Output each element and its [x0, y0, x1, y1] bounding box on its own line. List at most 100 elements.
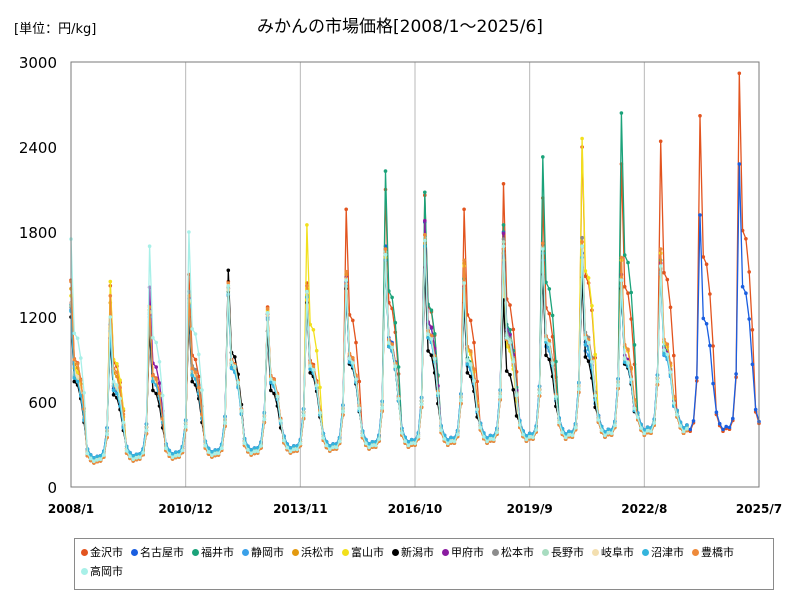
data-point [580, 244, 584, 248]
data-point [740, 284, 745, 289]
data-point [459, 398, 463, 403]
data-point [190, 327, 194, 331]
x-tick-label: 2016/10 [388, 502, 442, 516]
data-point [501, 240, 506, 244]
data-point [498, 394, 503, 399]
data-point [111, 393, 116, 397]
data-point [367, 445, 371, 450]
data-point [134, 452, 139, 457]
data-point [292, 447, 296, 452]
data-point [504, 369, 509, 373]
data-point [377, 437, 381, 441]
data-point [95, 458, 99, 462]
data-point [170, 455, 175, 460]
data-point [708, 343, 712, 348]
data-point [269, 377, 273, 381]
data-point [82, 391, 86, 395]
data-point [193, 357, 198, 362]
data-point [190, 379, 194, 384]
data-point [118, 396, 122, 401]
data-point [354, 340, 358, 345]
data-point [590, 304, 594, 308]
data-point [672, 353, 676, 358]
x-tick-label: 2008/1 [48, 502, 94, 516]
data-point [364, 441, 368, 446]
data-point [98, 454, 103, 458]
data-point [115, 383, 119, 387]
data-point [351, 361, 355, 365]
data-point [265, 311, 270, 315]
data-point [750, 328, 755, 332]
legend-item: 沼津市 [642, 543, 684, 562]
legend-label: 福井市 [201, 546, 234, 559]
data-point [586, 276, 591, 280]
legend-swatch [242, 549, 249, 556]
data-point [157, 391, 162, 396]
data-point [193, 332, 198, 336]
data-point [547, 339, 552, 343]
data-point [233, 355, 237, 359]
plot-frame [70, 61, 760, 488]
data-point [151, 379, 155, 384]
data-point [691, 419, 696, 423]
data-point [622, 360, 627, 365]
data-point [750, 362, 755, 367]
data-point [138, 455, 142, 460]
data-point [259, 444, 263, 448]
data-point [108, 294, 113, 298]
data-point [563, 432, 568, 436]
data-point [331, 442, 335, 446]
data-point [544, 353, 548, 358]
data-point [190, 366, 194, 371]
data-point [468, 318, 473, 323]
data-point [455, 432, 460, 437]
data-point [511, 388, 516, 392]
data-point [92, 459, 96, 464]
legend-label: 甲府市 [451, 546, 484, 559]
data-point [717, 421, 722, 426]
data-point [737, 71, 742, 76]
data-point [642, 431, 647, 436]
data-point [157, 360, 162, 364]
data-point [393, 364, 398, 369]
data-point [563, 435, 568, 440]
legend-item: 豊橋市 [692, 543, 734, 562]
legend-swatch [81, 549, 88, 556]
data-point [668, 305, 673, 310]
data-point [79, 378, 83, 383]
data-point [629, 377, 633, 382]
data-point [449, 439, 453, 444]
data-point [629, 365, 633, 370]
data-point [351, 318, 355, 323]
y-tick-label: 3000 [19, 54, 57, 72]
y-tick-label: 600 [28, 394, 57, 412]
data-point [138, 452, 142, 456]
data-point [308, 322, 313, 327]
data-point [678, 424, 683, 428]
data-point [265, 306, 270, 311]
data-point [347, 357, 352, 361]
data-point [449, 435, 453, 440]
data-point [111, 388, 116, 393]
data-point [351, 356, 355, 360]
data-point [167, 452, 172, 457]
data-point [442, 437, 447, 441]
data-point [593, 393, 597, 398]
data-point [75, 336, 80, 341]
data-point [606, 431, 611, 435]
data-point [429, 308, 434, 313]
data-point [367, 442, 371, 446]
data-point [508, 303, 512, 307]
data-point [92, 456, 96, 460]
data-point [79, 393, 83, 398]
data-point [416, 435, 421, 439]
data-point [409, 441, 414, 446]
data-point [619, 278, 624, 283]
data-point [662, 270, 666, 275]
data-point [337, 439, 342, 444]
data-point [541, 241, 545, 246]
data-point [396, 396, 401, 401]
data-point [521, 432, 525, 437]
data-point [472, 340, 476, 345]
